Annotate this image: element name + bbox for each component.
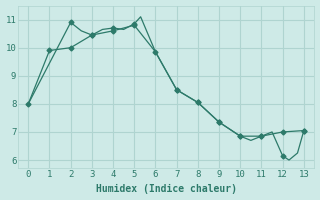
- X-axis label: Humidex (Indice chaleur): Humidex (Indice chaleur): [96, 184, 236, 194]
